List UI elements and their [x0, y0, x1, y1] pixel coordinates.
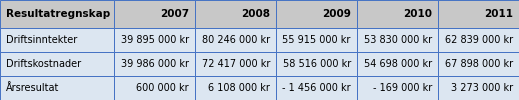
Text: 2009: 2009 [322, 9, 351, 19]
Bar [114, 28, 195, 52]
Bar [438, 52, 519, 76]
Bar [276, 52, 357, 76]
Text: 6 108 000 kr: 6 108 000 kr [208, 83, 270, 93]
Text: 3 273 000 kr: 3 273 000 kr [450, 83, 513, 93]
Text: 39 986 000 kr: 39 986 000 kr [121, 59, 189, 69]
Bar [195, 0, 276, 28]
Bar [0, 28, 114, 52]
Bar [276, 0, 357, 28]
Bar [195, 52, 276, 76]
Bar [0, 52, 114, 76]
Bar [438, 28, 519, 52]
Text: Driftskostnader: Driftskostnader [6, 59, 81, 69]
Bar [114, 52, 195, 76]
Bar [195, 28, 276, 52]
Bar [357, 52, 438, 76]
Text: 2011: 2011 [484, 9, 513, 19]
Bar [195, 76, 276, 100]
Text: 58 516 000 kr: 58 516 000 kr [282, 59, 351, 69]
Text: 2007: 2007 [160, 9, 189, 19]
Text: 600 000 kr: 600 000 kr [136, 83, 189, 93]
Text: 2008: 2008 [241, 9, 270, 19]
Text: 80 246 000 kr: 80 246 000 kr [202, 35, 270, 45]
Text: 39 895 000 kr: 39 895 000 kr [121, 35, 189, 45]
Bar [0, 76, 114, 100]
Bar [357, 28, 438, 52]
Text: 62 839 000 kr: 62 839 000 kr [445, 35, 513, 45]
Bar [114, 76, 195, 100]
Text: 2010: 2010 [403, 9, 432, 19]
Bar [438, 76, 519, 100]
Text: - 1 456 000 kr: - 1 456 000 kr [282, 83, 351, 93]
Bar [0, 0, 114, 28]
Bar [276, 76, 357, 100]
Text: 67 898 000 kr: 67 898 000 kr [445, 59, 513, 69]
Bar [438, 0, 519, 28]
Text: Årsresultat: Årsresultat [6, 83, 60, 93]
Bar [357, 0, 438, 28]
Bar [357, 76, 438, 100]
Bar [276, 28, 357, 52]
Text: 72 417 000 kr: 72 417 000 kr [201, 59, 270, 69]
Text: 54 698 000 kr: 54 698 000 kr [364, 59, 432, 69]
Text: Driftsinntekter: Driftsinntekter [6, 35, 77, 45]
Text: 55 915 000 kr: 55 915 000 kr [282, 35, 351, 45]
Bar [114, 0, 195, 28]
Text: - 169 000 kr: - 169 000 kr [373, 83, 432, 93]
Text: Resultatregnskap: Resultatregnskap [6, 9, 111, 19]
Text: 53 830 000 kr: 53 830 000 kr [364, 35, 432, 45]
